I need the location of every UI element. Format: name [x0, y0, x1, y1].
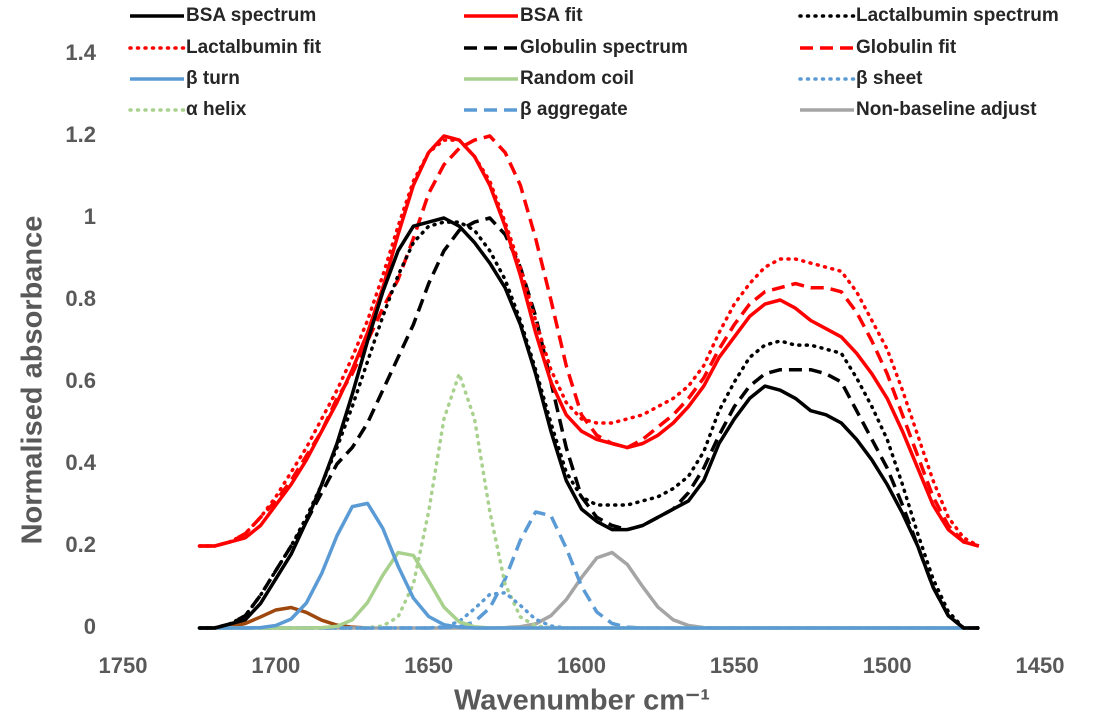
legend-label: Lactalbumin spectrum: [856, 5, 1059, 26]
y-tick-label: 0.8: [65, 286, 96, 311]
legend-label: Lactalbumin fit: [186, 37, 322, 58]
y-axis-title: Normalised absorbance: [17, 216, 49, 545]
x-tick-label: 1450: [1016, 653, 1065, 678]
legend-label: Non-baseline adjust: [856, 99, 1037, 120]
x-tick-label: 1750: [99, 653, 148, 678]
y-tick-label: 1: [84, 204, 96, 229]
legend-label: β turn: [186, 68, 240, 89]
series-line: [199, 134, 980, 548]
legend-label: α helix: [186, 99, 247, 120]
y-tick-label: 0: [84, 614, 96, 639]
series-line: [199, 216, 979, 630]
y-tick-label: 0.4: [65, 450, 96, 475]
legend-label: Random coil: [520, 68, 634, 89]
legend-label: BSA spectrum: [186, 5, 316, 26]
legend-label: Globulin spectrum: [520, 37, 688, 58]
y-tick-label: 0.6: [65, 368, 96, 393]
series-line: [197, 138, 981, 548]
y-tick-label: 0.2: [65, 532, 96, 557]
series-line: [199, 134, 980, 548]
y-tick-label: 1.2: [65, 122, 96, 147]
series-line: [199, 501, 979, 630]
x-axis-title: Wavenumber cm⁻¹: [454, 685, 710, 717]
x-tick-label: 1650: [404, 653, 453, 678]
x-tick-label: 1700: [251, 653, 300, 678]
x-tick-label: 1500: [863, 653, 912, 678]
x-tick-label: 1550: [710, 653, 759, 678]
legend-label: β sheet: [856, 68, 923, 89]
x-tick-label: 1600: [557, 653, 606, 678]
legend-label: β aggregate: [520, 99, 628, 120]
legend-label: Globulin fit: [856, 37, 957, 58]
series-line: [199, 216, 979, 630]
legend-label: BSA fit: [520, 5, 583, 26]
y-tick-label: 1.4: [65, 40, 96, 65]
